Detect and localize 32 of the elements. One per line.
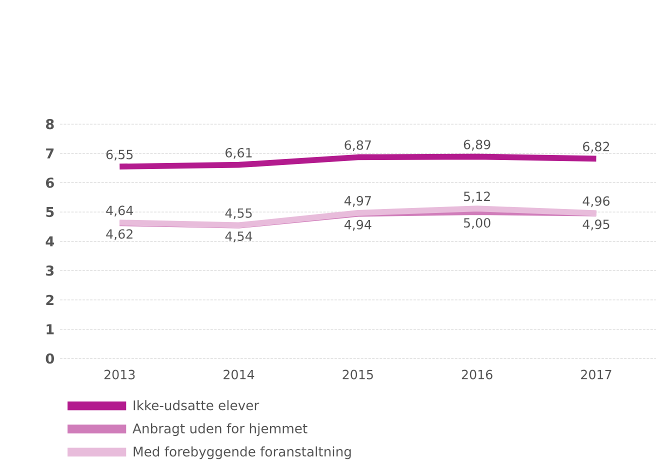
x-tick-label: 2017	[581, 370, 612, 380]
legend-label: Anbragt uden for hjemmet	[132, 423, 308, 436]
data-label: 4,54	[225, 232, 252, 242]
data-label: 5,00	[464, 218, 490, 230]
data-label: 4,62	[106, 229, 132, 240]
data-label: 5,12	[464, 192, 490, 203]
data-label: 4,55	[225, 208, 252, 220]
y-tick-label: 0	[46, 353, 54, 364]
data-label: 4,94	[344, 220, 372, 231]
x-tick-label: 2016	[462, 370, 492, 380]
data-label: 6,87	[344, 140, 371, 152]
data-label: 4,95	[582, 220, 610, 231]
data-label: 4,96	[582, 196, 610, 208]
y-tick-label: 3	[46, 266, 54, 276]
y-tick-label: 8	[46, 119, 54, 130]
legend-label: Ikke-udsatte elever	[134, 400, 260, 410]
data-label: 4,97	[344, 196, 371, 207]
y-tick-label: 4	[46, 236, 54, 246]
data-label: 6,55	[106, 150, 133, 161]
y-tick-label: 7	[46, 148, 54, 159]
y-tick-label: 1	[46, 324, 54, 334]
x-tick-label: 2013	[104, 370, 135, 380]
y-tick-label: 2	[46, 294, 54, 306]
x-tick-label: 2014	[224, 370, 254, 380]
x-tick-label: 2015	[342, 370, 373, 380]
y-tick-label: 6	[46, 178, 54, 188]
data-label: 6,61	[226, 148, 252, 159]
data-label: 6,82	[583, 142, 610, 153]
legend-label: Med forebyggende foranstaltning	[134, 446, 351, 460]
data-label: 4,64	[106, 206, 133, 217]
y-tick-label: 5	[46, 207, 54, 218]
data-label: 6,89	[464, 140, 490, 151]
